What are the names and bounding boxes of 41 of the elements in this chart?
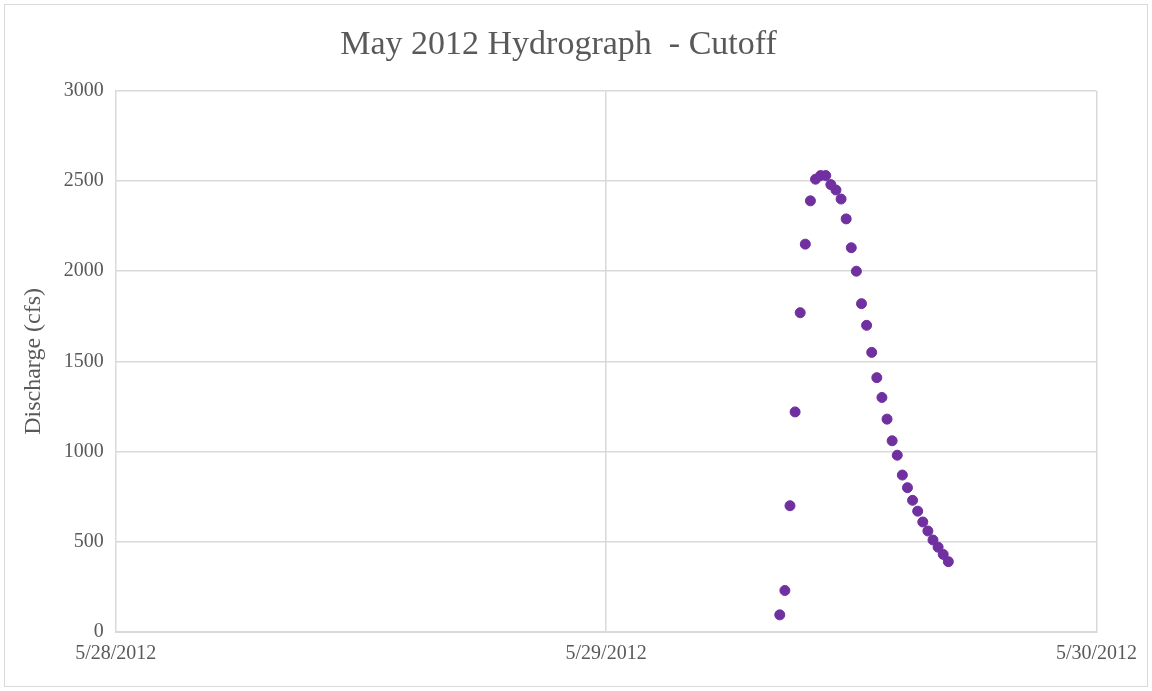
point — [845, 242, 857, 254]
x-tick-label: 5/28/2012 — [75, 641, 157, 664]
point — [917, 516, 929, 528]
point — [912, 505, 924, 517]
point — [840, 213, 852, 225]
chart-title: May 2012 Hydrograph - Cutoff — [340, 24, 778, 62]
point — [922, 525, 934, 537]
y-tick-label: 2500 — [63, 168, 104, 191]
point — [896, 469, 908, 481]
point — [881, 413, 893, 425]
point — [942, 556, 954, 568]
point — [876, 391, 888, 403]
x-tick-label: 5/30/2012 — [1055, 641, 1138, 664]
point — [799, 238, 811, 250]
y-tick-label: 1000 — [63, 438, 104, 461]
y-tick-label: 1500 — [63, 348, 104, 371]
point — [835, 193, 847, 205]
point — [784, 500, 796, 512]
point — [927, 534, 939, 546]
point — [901, 482, 913, 494]
point — [861, 319, 873, 331]
y-tick-label: 3000 — [63, 78, 104, 101]
point — [804, 195, 816, 207]
point — [886, 435, 898, 447]
point — [891, 449, 903, 461]
point — [856, 298, 867, 310]
x-tick-label: 5/29/2012 — [565, 641, 647, 664]
point — [779, 585, 791, 597]
point — [830, 184, 842, 196]
point — [789, 406, 801, 418]
y-tick-label: 2000 — [63, 258, 104, 281]
point — [937, 548, 949, 560]
point — [907, 494, 919, 506]
point — [794, 307, 806, 319]
point — [850, 265, 862, 277]
y-tick-label: 500 — [73, 529, 104, 552]
point — [866, 346, 878, 358]
point — [871, 372, 883, 384]
point — [774, 609, 786, 621]
y-axis-title: Discharge (cfs) — [18, 287, 45, 435]
y-tick-label: 0 — [93, 619, 104, 642]
